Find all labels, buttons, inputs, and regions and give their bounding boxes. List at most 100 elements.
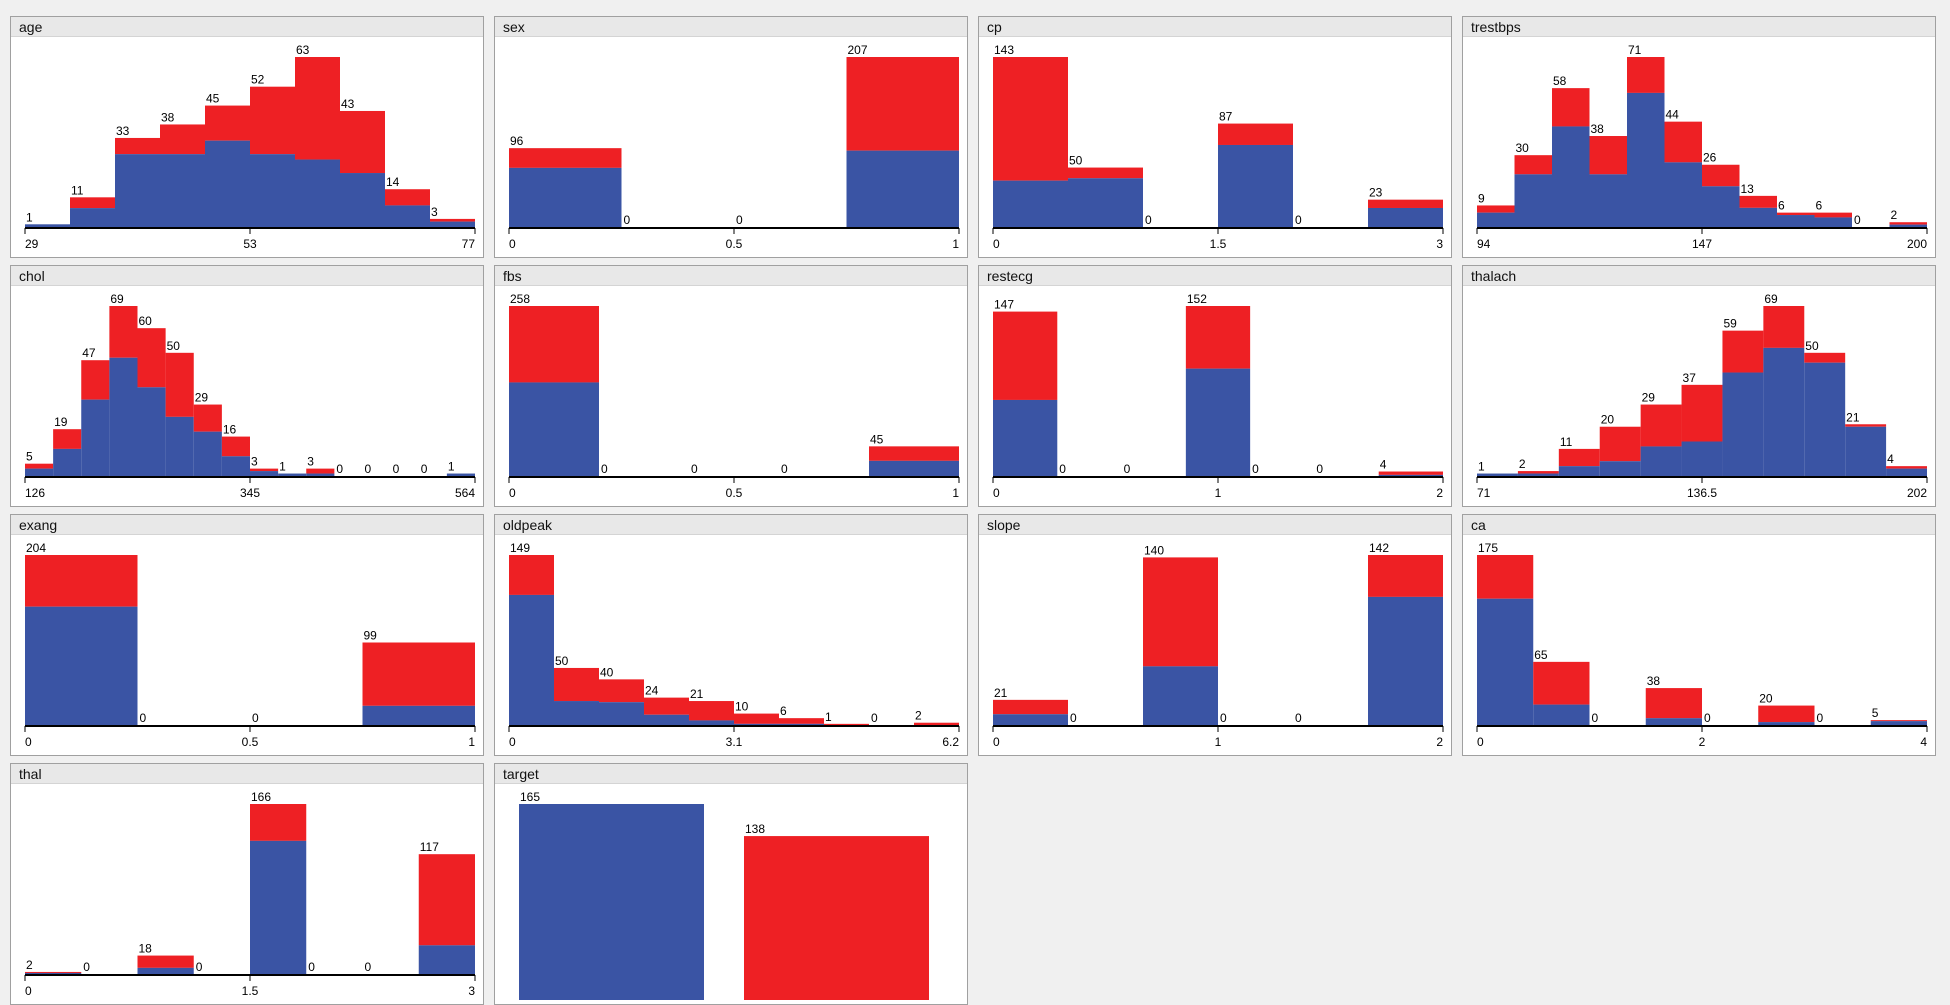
bar-count-label: 117 xyxy=(420,840,439,854)
bar-class-0 xyxy=(1845,426,1887,476)
bar-class-0 xyxy=(1739,207,1777,227)
bar-class-1 xyxy=(1681,384,1723,442)
bar-count-label: 1 xyxy=(279,460,286,474)
panel-title: thal xyxy=(11,764,483,784)
bar-count-label: 2 xyxy=(1519,457,1526,471)
bar-class-1 xyxy=(599,679,644,703)
bar-count-label: 47 xyxy=(82,346,96,360)
panel-title: trestbps xyxy=(1463,17,1935,37)
bar-class-1 xyxy=(160,124,205,155)
x-tick-label: 0 xyxy=(25,984,32,998)
bar-count-label: 38 xyxy=(1591,122,1605,136)
bar-class-0 xyxy=(278,473,307,476)
bar-class-0 xyxy=(160,154,205,227)
bar-count-label: 29 xyxy=(1642,391,1656,405)
bar-count-label: 29 xyxy=(195,391,209,405)
bar-count-label: 40 xyxy=(600,665,614,679)
bar-count-label: 50 xyxy=(555,654,569,668)
bar-count-label: 2 xyxy=(915,709,922,723)
bar-class-1 xyxy=(1517,471,1559,474)
bar-count-label: 0 xyxy=(1220,711,1227,725)
bar-class-1 xyxy=(1664,121,1702,163)
bar-count-label: 152 xyxy=(1187,292,1207,306)
bar-class-0 xyxy=(1514,174,1552,227)
x-tick-label: 29 xyxy=(25,237,39,251)
x-tick-label: 53 xyxy=(243,237,257,251)
bar-class-0 xyxy=(1477,598,1534,725)
bar-class-0 xyxy=(221,456,250,476)
x-tick-label: 147 xyxy=(1692,237,1712,251)
bar-class-1 xyxy=(115,137,160,155)
bar-class-1 xyxy=(1477,205,1515,213)
histogram-panel-exang: exang 204 0 0 99 0 0.5 1 xyxy=(10,514,484,756)
bar-count-label: 50 xyxy=(1069,154,1083,168)
bar-class-1 xyxy=(509,148,622,168)
bar-class-0 xyxy=(554,701,599,725)
bar-class-1 xyxy=(914,722,959,725)
bar-class-0 xyxy=(1599,461,1641,476)
bar-count-label: 0 xyxy=(781,462,788,476)
bar-count-label: 0 xyxy=(421,462,428,476)
x-tick-label: 1.5 xyxy=(1210,237,1227,251)
bar-class-0 xyxy=(993,714,1068,725)
x-tick-label: 2 xyxy=(1699,735,1706,749)
panel-title: ca xyxy=(1463,515,1935,535)
bar-count-label: 50 xyxy=(167,339,181,353)
bar-count-label: 2 xyxy=(26,958,33,972)
bar-class-1 xyxy=(744,836,929,1000)
bar-class-0 xyxy=(193,431,222,476)
bar-class-1 xyxy=(418,854,475,946)
bar-count-label: 21 xyxy=(1846,410,1860,424)
bar-count-label: 207 xyxy=(848,43,868,57)
bar-class-1 xyxy=(70,197,115,209)
histogram-panel-target: target 165 138 xyxy=(494,763,968,1005)
bar-class-1 xyxy=(1558,448,1600,467)
panel-title: target xyxy=(495,764,967,784)
bar-class-0 xyxy=(1627,92,1665,227)
bar-count-label: 1 xyxy=(448,460,455,474)
bar-class-0 xyxy=(1889,224,1927,227)
bar-class-1 xyxy=(1870,720,1927,722)
histogram-svg: 9 30 58 38 71 44 26 13 6 6 0 2 94 147 200 xyxy=(1476,43,1928,251)
bar-count-label: 43 xyxy=(341,97,355,111)
bar-class-1 xyxy=(1533,661,1590,705)
bar-count-label: 21 xyxy=(994,686,1008,700)
bar-class-0 xyxy=(1645,718,1702,725)
histogram-svg: 21 0 140 0 0 142 0 1 2 xyxy=(992,541,1444,749)
histogram-svg: 5 19 47 69 60 50 29 16 3 1 3 0 0 0 0 1 126 345 564 xyxy=(24,292,476,500)
bar-class-0 xyxy=(509,167,622,227)
x-tick-label: 3 xyxy=(1436,237,1443,251)
bar-class-0 xyxy=(1681,441,1723,476)
bar-class-1 xyxy=(779,718,824,724)
bar-class-0 xyxy=(430,221,475,227)
bar-class-0 xyxy=(1143,666,1218,725)
histogram-panel-chol: chol 5 19 47 69 60 50 29 16 3 1 3 0 0 0 0 1 126 345 564 xyxy=(10,265,484,507)
bar-class-1 xyxy=(1068,167,1143,179)
bar-count-label: 0 xyxy=(1059,462,1066,476)
bar-class-0 xyxy=(1870,721,1927,725)
bar-count-label: 30 xyxy=(1516,141,1530,155)
bar-count-label: 0 xyxy=(83,960,90,974)
bar-count-label: 204 xyxy=(26,541,46,555)
bar-count-label: 0 xyxy=(1295,711,1302,725)
bar-count-label: 142 xyxy=(1369,541,1389,555)
bar-class-0 xyxy=(689,720,734,725)
bar-class-1 xyxy=(1627,57,1665,93)
bar-class-0 xyxy=(509,594,554,725)
x-tick-label: 1 xyxy=(952,237,959,251)
bar-class-1 xyxy=(1845,424,1887,427)
bar-count-label: 258 xyxy=(510,292,530,306)
bar-count-label: 0 xyxy=(1145,213,1152,227)
bar-class-1 xyxy=(81,360,110,400)
bar-count-label: 11 xyxy=(71,183,84,197)
bar-class-1 xyxy=(554,667,599,702)
bar-count-label: 0 xyxy=(601,462,608,476)
bar-class-0 xyxy=(1722,372,1764,476)
bar-count-label: 21 xyxy=(690,687,704,701)
bar-class-0 xyxy=(1758,722,1815,725)
bar-count-label: 3 xyxy=(431,205,438,219)
bar-count-label: 18 xyxy=(139,942,153,956)
histogram-panel-ca: ca 175 65 0 38 0 20 0 5 0 2 4 xyxy=(1462,514,1936,756)
bar-class-1 xyxy=(385,189,430,206)
x-tick-label: 0 xyxy=(993,486,1000,500)
